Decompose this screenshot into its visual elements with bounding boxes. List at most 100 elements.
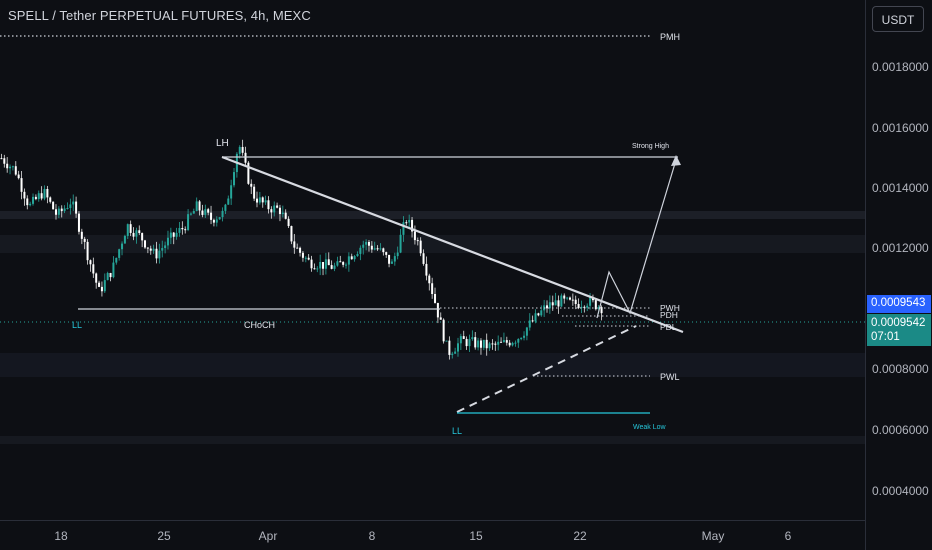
resistance-zone-1 bbox=[0, 211, 865, 219]
candle-body bbox=[121, 243, 124, 250]
trendline-ascending[interactable] bbox=[456, 325, 637, 413]
candle-body bbox=[560, 295, 563, 307]
candle-body bbox=[17, 174, 20, 179]
candle-body bbox=[141, 233, 144, 241]
candle-body bbox=[60, 208, 63, 212]
pmh-label: PMH bbox=[660, 32, 680, 42]
candle-body bbox=[508, 342, 511, 346]
candle-body bbox=[370, 245, 373, 250]
candle-body bbox=[98, 282, 101, 287]
candle-body bbox=[540, 310, 543, 316]
candle-body bbox=[422, 253, 425, 264]
candle-body bbox=[270, 209, 273, 213]
candle-body bbox=[227, 198, 230, 205]
candle-body bbox=[448, 340, 451, 355]
time-tick: 15 bbox=[469, 529, 483, 543]
candle-body bbox=[233, 172, 236, 186]
price-tick: 0.0008000 bbox=[872, 362, 929, 376]
candle-body bbox=[367, 241, 370, 246]
candle-body bbox=[319, 261, 322, 269]
price-tick: 0.0012000 bbox=[872, 241, 929, 255]
candle-body bbox=[207, 209, 210, 213]
candle-body bbox=[273, 205, 276, 213]
candle-body bbox=[520, 337, 523, 339]
candle-body bbox=[63, 208, 66, 212]
candle-body bbox=[517, 338, 520, 343]
candle-body bbox=[77, 213, 80, 232]
candle-body bbox=[86, 241, 89, 261]
candle-body bbox=[307, 257, 310, 260]
candle-body bbox=[416, 240, 419, 242]
candle-body bbox=[43, 189, 46, 199]
candle-body bbox=[66, 207, 69, 209]
candle-body bbox=[345, 264, 348, 266]
candle-body bbox=[144, 240, 147, 248]
current-price-value: 0.0009542 bbox=[871, 317, 926, 329]
candle-body bbox=[296, 247, 299, 249]
price-chart[interactable]: PMH Strong High LH LL CHoCH PWH PDH PDL … bbox=[0, 0, 865, 520]
current-price-tag: 0.0009542 07:01 bbox=[867, 314, 931, 346]
candle-body bbox=[75, 201, 78, 214]
candle-body bbox=[49, 197, 52, 202]
candle-body bbox=[411, 219, 414, 232]
candle-body bbox=[100, 286, 103, 292]
candle-body bbox=[347, 256, 350, 265]
candle-body bbox=[330, 265, 333, 269]
candle-body bbox=[281, 212, 284, 215]
pdh-label: PDH bbox=[660, 310, 678, 320]
candle-body bbox=[393, 256, 396, 262]
time-axis[interactable]: 18 25 Apr 8 15 22 May 6 bbox=[0, 520, 865, 550]
candle-body bbox=[301, 252, 304, 258]
candle-body bbox=[247, 162, 250, 184]
candle-body bbox=[442, 319, 445, 342]
candle-body bbox=[500, 341, 503, 343]
candle-body bbox=[434, 294, 437, 303]
candle-body bbox=[238, 146, 241, 154]
candle-body bbox=[83, 238, 86, 242]
candle-body bbox=[267, 200, 270, 210]
price-axis[interactable]: USDT 0.0018000 0.0016000 0.0014000 0.001… bbox=[865, 0, 932, 550]
candle-body bbox=[112, 262, 115, 278]
candle-body bbox=[52, 201, 55, 210]
candle-body bbox=[293, 241, 296, 248]
candle-body bbox=[474, 337, 477, 348]
candle-body bbox=[261, 197, 264, 203]
strong-high-label: Strong High bbox=[632, 143, 669, 150]
time-tick: 8 bbox=[368, 529, 376, 543]
candle-body bbox=[204, 209, 207, 215]
candle-body bbox=[304, 257, 307, 259]
candle-body bbox=[468, 339, 471, 347]
candle-body bbox=[322, 261, 325, 269]
resistance-zone-2 bbox=[0, 235, 865, 253]
candle-body bbox=[586, 305, 589, 308]
candle-body bbox=[548, 302, 551, 309]
currency-button[interactable]: USDT bbox=[872, 6, 924, 32]
candle-body bbox=[511, 342, 514, 346]
candle-body bbox=[155, 248, 158, 259]
candle-body bbox=[184, 229, 187, 231]
candle-body bbox=[413, 231, 416, 241]
projection-path[interactable] bbox=[596, 159, 677, 319]
candle-body bbox=[92, 264, 95, 274]
candle-body bbox=[9, 166, 12, 169]
lower-zone bbox=[0, 436, 865, 444]
candle-body bbox=[491, 343, 494, 345]
candle-body bbox=[557, 300, 560, 307]
candle-body bbox=[210, 212, 213, 220]
candle-body bbox=[482, 339, 485, 348]
countdown-timer: 07:01 bbox=[871, 331, 900, 343]
candle-body bbox=[324, 259, 327, 269]
candle-body bbox=[72, 201, 75, 205]
candle-body bbox=[118, 249, 121, 258]
candle-body bbox=[264, 200, 267, 203]
candle-body bbox=[40, 193, 43, 199]
candle-body bbox=[169, 232, 172, 238]
candle-body bbox=[115, 257, 118, 263]
candle-body bbox=[80, 231, 83, 239]
chart-pane[interactable]: PMH Strong High LH LL CHoCH PWH PDH PDL … bbox=[0, 0, 865, 520]
candle-body bbox=[89, 260, 92, 265]
candle-body bbox=[195, 201, 198, 212]
candle-body bbox=[126, 224, 129, 236]
trendline-descending[interactable] bbox=[221, 155, 684, 334]
candle-body bbox=[336, 261, 339, 266]
